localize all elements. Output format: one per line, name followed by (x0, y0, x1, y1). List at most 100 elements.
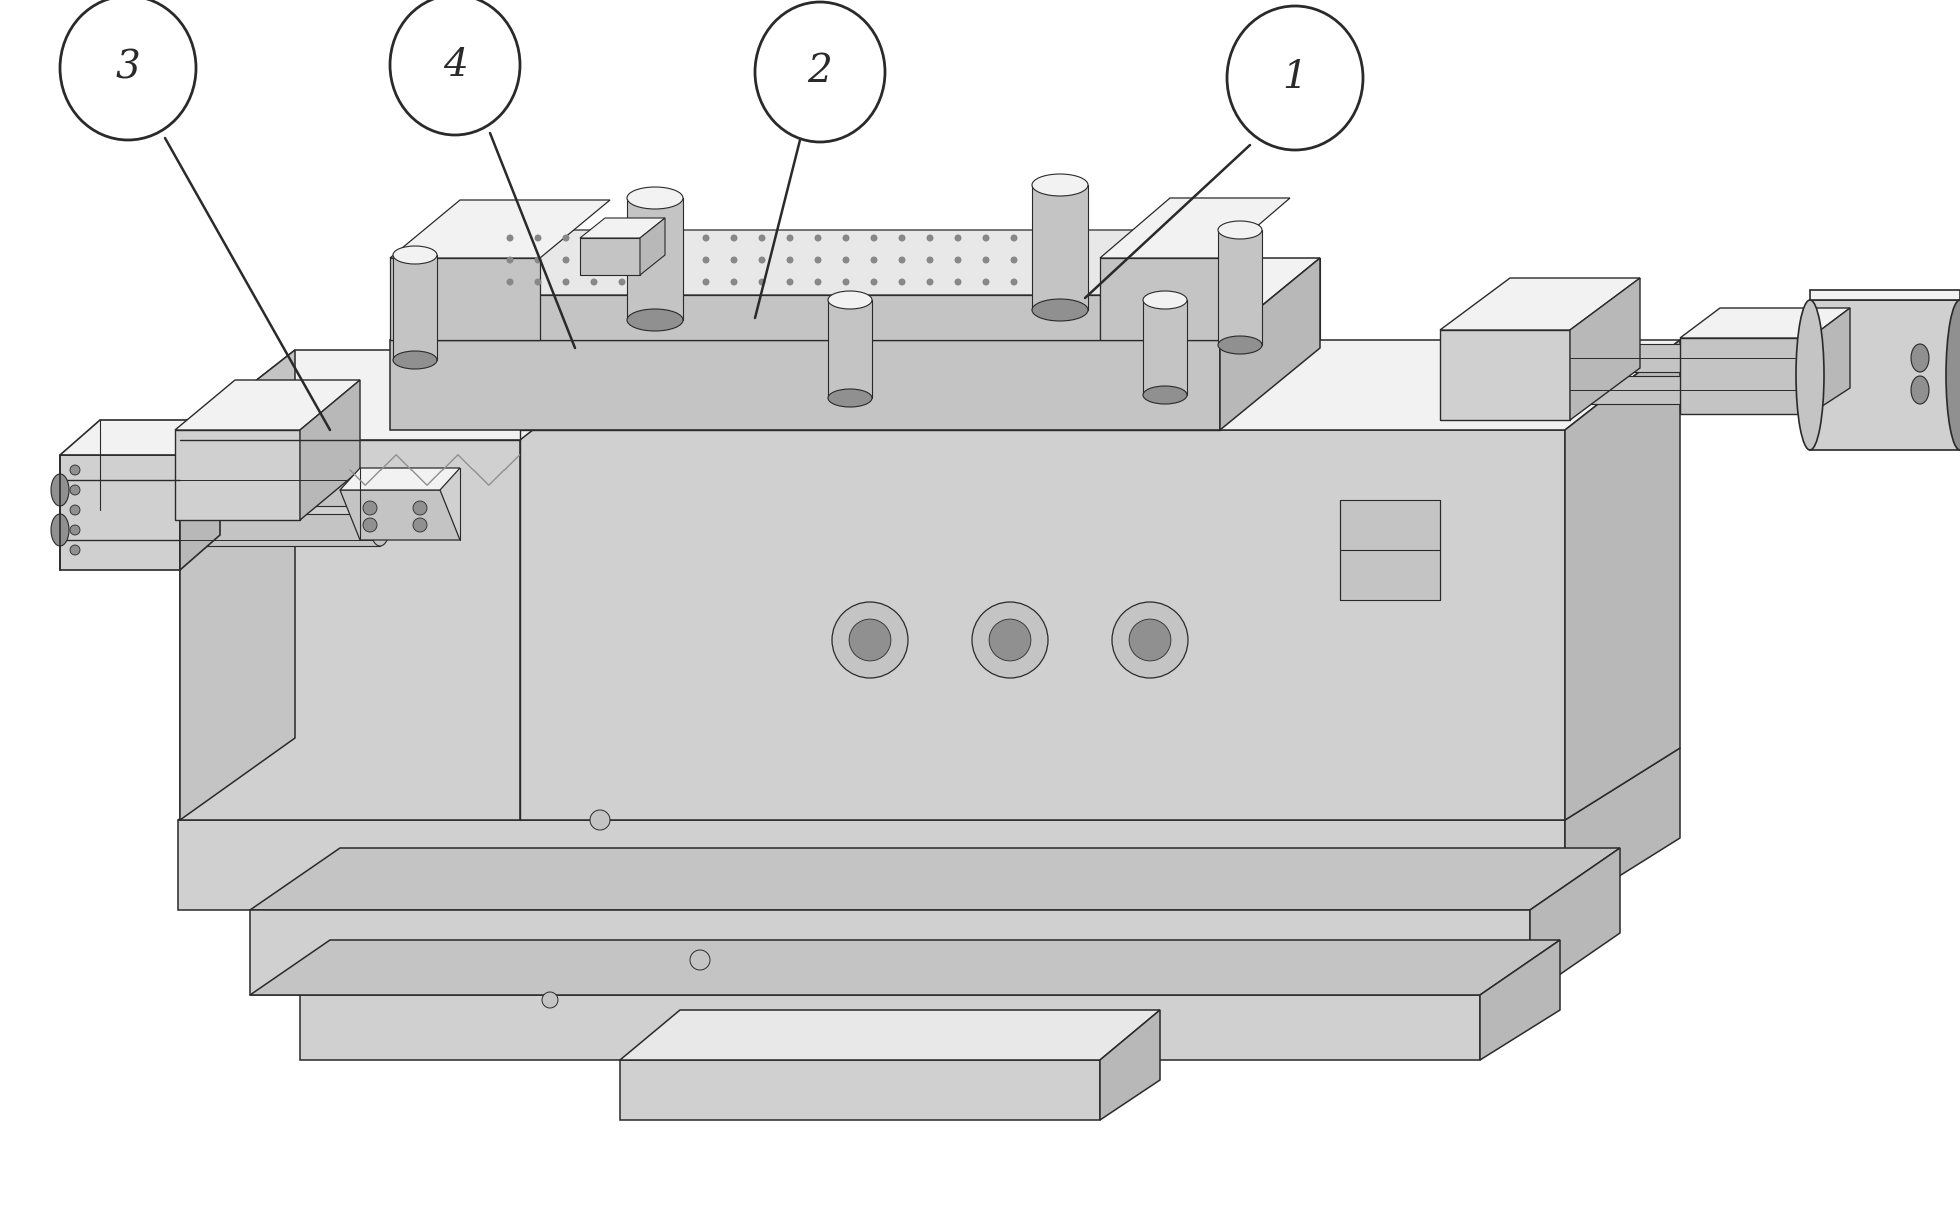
Polygon shape (580, 217, 664, 238)
Polygon shape (300, 995, 1480, 1059)
Circle shape (759, 234, 766, 242)
Circle shape (619, 234, 625, 242)
Circle shape (535, 234, 541, 242)
Circle shape (71, 465, 80, 475)
Polygon shape (1809, 308, 1850, 414)
Polygon shape (1033, 185, 1088, 310)
Polygon shape (1441, 278, 1641, 330)
Ellipse shape (827, 389, 872, 407)
Polygon shape (519, 339, 1680, 430)
Polygon shape (251, 940, 1560, 995)
Polygon shape (1680, 338, 1809, 414)
Polygon shape (1809, 290, 1960, 300)
Circle shape (955, 279, 962, 285)
Circle shape (71, 545, 80, 554)
Circle shape (927, 256, 933, 263)
Circle shape (71, 505, 80, 515)
Polygon shape (180, 350, 296, 820)
Circle shape (506, 256, 514, 263)
Circle shape (363, 501, 376, 515)
Polygon shape (180, 440, 519, 820)
Circle shape (982, 234, 990, 242)
Polygon shape (1100, 198, 1290, 259)
Circle shape (898, 234, 906, 242)
Circle shape (1039, 256, 1045, 263)
Circle shape (1011, 256, 1017, 263)
Polygon shape (390, 259, 1319, 339)
Circle shape (590, 811, 610, 830)
Circle shape (870, 234, 878, 242)
Ellipse shape (1217, 221, 1262, 239)
Ellipse shape (61, 0, 196, 140)
Circle shape (982, 256, 990, 263)
Circle shape (955, 256, 962, 263)
Polygon shape (1480, 940, 1560, 1059)
Polygon shape (1217, 230, 1262, 345)
Circle shape (849, 618, 892, 661)
Circle shape (647, 279, 653, 285)
Circle shape (955, 234, 962, 242)
Polygon shape (619, 1010, 1160, 1059)
Polygon shape (300, 381, 361, 519)
Circle shape (363, 518, 376, 532)
Circle shape (731, 256, 737, 263)
Polygon shape (627, 198, 682, 320)
Ellipse shape (1143, 387, 1188, 403)
Ellipse shape (390, 0, 519, 135)
Polygon shape (390, 339, 1219, 430)
Circle shape (1039, 279, 1045, 285)
Text: 3: 3 (116, 50, 141, 87)
Circle shape (843, 256, 849, 263)
Polygon shape (61, 474, 380, 506)
Circle shape (1111, 602, 1188, 678)
Circle shape (690, 949, 710, 970)
Polygon shape (1564, 748, 1680, 910)
Circle shape (815, 279, 821, 285)
Circle shape (731, 279, 737, 285)
Ellipse shape (1911, 344, 1929, 372)
Polygon shape (429, 295, 1100, 339)
Circle shape (414, 501, 427, 515)
Circle shape (563, 256, 570, 263)
Polygon shape (1143, 300, 1188, 395)
Polygon shape (1341, 500, 1441, 600)
Polygon shape (580, 238, 641, 275)
Polygon shape (180, 350, 635, 440)
Circle shape (982, 279, 990, 285)
Circle shape (972, 602, 1049, 678)
Ellipse shape (1946, 300, 1960, 451)
Ellipse shape (394, 246, 437, 265)
Circle shape (71, 525, 80, 535)
Circle shape (927, 234, 933, 242)
Circle shape (1129, 618, 1170, 661)
Circle shape (898, 279, 906, 285)
Polygon shape (390, 201, 610, 259)
Ellipse shape (1033, 174, 1088, 196)
Circle shape (590, 234, 598, 242)
Polygon shape (1564, 344, 1921, 372)
Circle shape (815, 234, 821, 242)
Polygon shape (178, 748, 1680, 820)
Polygon shape (61, 420, 220, 455)
Ellipse shape (827, 291, 872, 309)
Text: 4: 4 (443, 46, 466, 83)
Circle shape (506, 234, 514, 242)
Polygon shape (1100, 1010, 1160, 1120)
Circle shape (1066, 256, 1074, 263)
Circle shape (619, 256, 625, 263)
Ellipse shape (370, 474, 388, 506)
Circle shape (543, 992, 559, 1007)
Polygon shape (251, 848, 1621, 910)
Polygon shape (339, 467, 461, 490)
Ellipse shape (627, 187, 682, 209)
Polygon shape (394, 255, 437, 360)
Polygon shape (1219, 259, 1319, 430)
Circle shape (506, 279, 514, 285)
Circle shape (843, 279, 849, 285)
Ellipse shape (1911, 376, 1929, 403)
Polygon shape (339, 490, 461, 540)
Polygon shape (61, 455, 180, 570)
Circle shape (563, 234, 570, 242)
Circle shape (990, 618, 1031, 661)
Polygon shape (619, 1059, 1100, 1120)
